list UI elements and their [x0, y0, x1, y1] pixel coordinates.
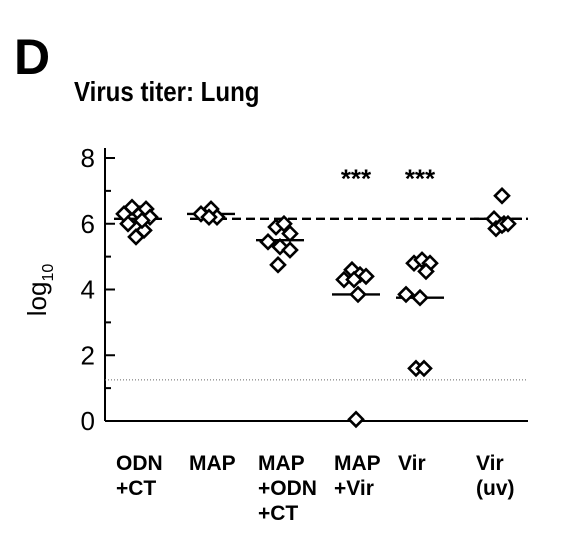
category-label: Vir (uv)	[476, 452, 515, 500]
data-point-diamond	[119, 214, 137, 233]
significance-asterisks: ***	[405, 164, 436, 194]
category-label: Vir	[398, 452, 426, 475]
data-point-diamond	[345, 270, 363, 289]
y-tick-label: 8	[81, 143, 95, 173]
data-point-diamond	[417, 262, 435, 281]
category-label-line: +Vir	[334, 477, 374, 500]
data-point-diamond	[493, 186, 511, 205]
category-label-line: (uv)	[476, 477, 515, 500]
panel-letter: D	[14, 29, 51, 85]
data-point-diamond	[275, 214, 293, 233]
data-point-diamond	[411, 288, 429, 307]
data-point-diamond	[415, 359, 433, 378]
data-point-diamond	[127, 228, 145, 246]
y-tick-label: 2	[81, 340, 95, 370]
axes: 0 2 4 6 8	[81, 143, 528, 436]
category-label-line: Vir	[476, 452, 504, 475]
y-axis-label: log10	[22, 264, 57, 317]
data-point-diamond	[347, 410, 365, 429]
category-label-line: +CT	[258, 502, 298, 525]
y-tick-label: 4	[81, 275, 95, 305]
significance-annotations: *** ***	[341, 164, 436, 194]
category-label: ODN +CT	[116, 452, 163, 500]
category-label-line: +ODN	[258, 477, 317, 500]
data-points	[115, 186, 517, 429]
y-axis-label-subscript: 10	[40, 264, 57, 282]
reference-lines	[105, 217, 528, 381]
data-point-diamond	[259, 232, 277, 251]
y-tick-label: 0	[81, 406, 95, 436]
data-point-diamond	[281, 241, 299, 259]
category-label: MAP +Vir	[334, 452, 381, 500]
y-tick-label: 6	[81, 209, 95, 239]
category-label-line: Vir	[398, 452, 426, 475]
category-label-line: MAP	[258, 452, 305, 475]
data-point-diamond	[133, 211, 151, 230]
data-point-diamond	[200, 208, 218, 227]
category-label-line: MAP	[189, 452, 236, 475]
data-point-diamond	[397, 285, 415, 304]
data-point-diamond	[349, 285, 367, 304]
chart-title: Virus titer: Lung	[74, 76, 260, 107]
median-lines	[114, 212, 522, 299]
y-axis-label-base: log	[22, 282, 52, 317]
data-point-diamond	[281, 224, 299, 243]
category-label-line: MAP	[334, 452, 381, 475]
category-label-line: ODN	[116, 452, 163, 475]
data-point-diamond	[499, 214, 517, 233]
significance-asterisks: ***	[341, 164, 372, 194]
data-point-diamond	[269, 256, 287, 274]
category-label-line: +CT	[116, 477, 156, 500]
category-label: MAP +ODN +CT	[258, 452, 317, 525]
category-label: MAP	[189, 452, 236, 475]
